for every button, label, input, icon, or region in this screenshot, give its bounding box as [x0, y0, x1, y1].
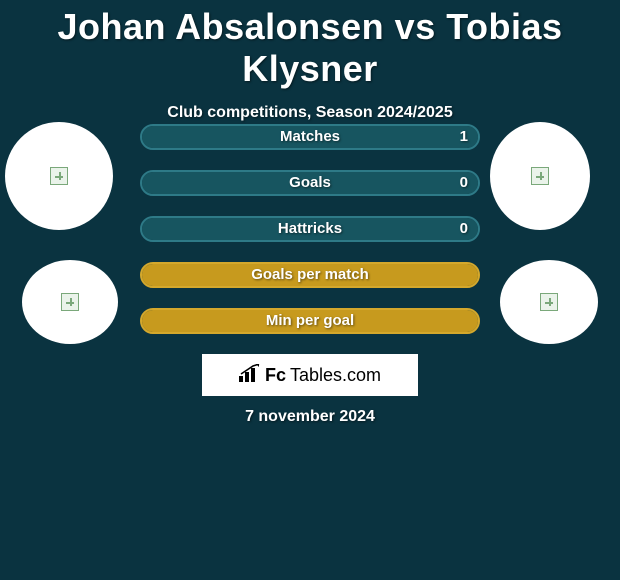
- stat-bar-goals: Goals 0: [140, 170, 480, 196]
- page-title: Johan Absalonsen vs Tobias Klysner: [0, 0, 620, 90]
- broken-image-icon: [61, 293, 79, 311]
- bar-chart-icon: [239, 364, 261, 387]
- brand-badge: FcTables.com: [202, 354, 418, 396]
- stat-value: 0: [460, 172, 468, 194]
- stat-bar-matches: Matches 1: [140, 124, 480, 150]
- stat-label: Matches: [142, 126, 478, 148]
- broken-image-icon: [531, 167, 549, 185]
- stat-label: Goals: [142, 172, 478, 194]
- stat-label: Hattricks: [142, 218, 478, 240]
- broken-image-icon: [50, 167, 68, 185]
- player2-club-placeholder: [500, 260, 598, 344]
- brand-text-rest: Tables.com: [290, 365, 381, 386]
- stat-value: 1: [460, 126, 468, 148]
- player1-photo-placeholder: [5, 122, 113, 230]
- brand-text-strong: Fc: [265, 365, 286, 386]
- stat-bar-goals-per-match: Goals per match: [140, 262, 480, 288]
- stats-panel: Matches 1 Goals 0 Hattricks 0 Goals per …: [140, 124, 480, 354]
- player2-photo-placeholder: [490, 122, 590, 230]
- subtitle: Club competitions, Season 2024/2025: [0, 104, 620, 122]
- broken-image-icon: [540, 293, 558, 311]
- stat-value: 0: [460, 218, 468, 240]
- stat-label: Min per goal: [142, 310, 478, 332]
- stat-label: Goals per match: [142, 264, 478, 286]
- player1-club-placeholder: [22, 260, 118, 344]
- stat-bar-min-per-goal: Min per goal: [140, 308, 480, 334]
- date-text: 7 november 2024: [0, 408, 620, 426]
- stat-bar-hattricks: Hattricks 0: [140, 216, 480, 242]
